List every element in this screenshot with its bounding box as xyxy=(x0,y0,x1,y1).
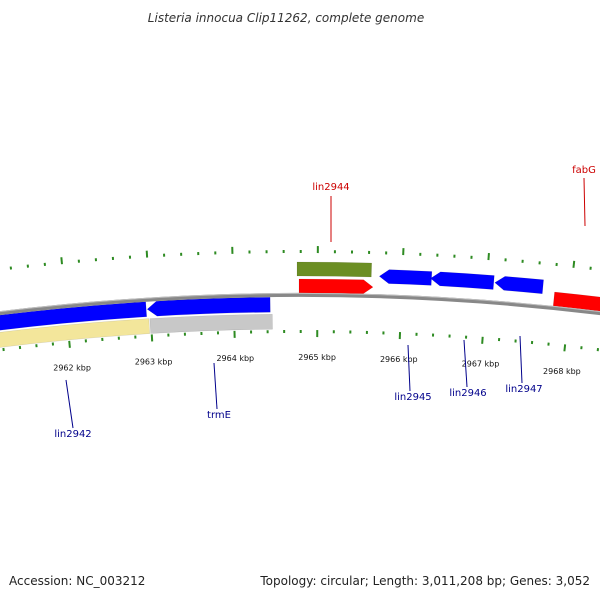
tick-label: 2966 kbp xyxy=(380,355,418,364)
gene-label: lin2947 xyxy=(505,384,542,395)
inner-tick xyxy=(481,336,484,344)
genome-summary: Topology: circular; Length: 3,011,208 bp… xyxy=(260,574,590,588)
tick-label: 2964 kbp xyxy=(216,354,254,363)
tick-label: 2967 kbp xyxy=(462,360,500,369)
rna-feature xyxy=(296,261,372,278)
tick-label: 2963 kbp xyxy=(135,357,173,366)
gene-leader-line xyxy=(213,362,218,410)
gene-leader-line xyxy=(583,177,586,227)
gene-labels: lin2944 fabG lin2942 trmE lin2945 lin2946 lin2… xyxy=(54,165,596,440)
outer-tick xyxy=(572,260,576,268)
tick-label: 2965 kbp xyxy=(298,353,336,362)
gene-grey xyxy=(149,313,273,334)
cds-reverse xyxy=(146,296,271,317)
gene-leader-line xyxy=(463,339,468,388)
cds-reverse xyxy=(0,301,147,331)
cds-reverse xyxy=(494,276,544,295)
gene-label: lin2944 xyxy=(312,182,349,193)
gene-label: trmE xyxy=(207,410,231,421)
gene-leader-line xyxy=(65,379,74,429)
inner-tick-ring xyxy=(2,329,600,352)
tick-label: 2962 kbp xyxy=(53,364,91,373)
gene-leader-line xyxy=(407,344,411,392)
accession-label: Accession: NC_003212 xyxy=(9,574,146,588)
cds-reverse xyxy=(430,271,495,290)
gene-pale xyxy=(0,318,150,348)
outer-tick xyxy=(487,252,490,261)
gene-label: lin2945 xyxy=(394,392,431,403)
genome-backbone xyxy=(0,293,600,316)
cds-forward xyxy=(298,278,374,295)
gene-label: fabG xyxy=(572,165,596,176)
gene-leader-line xyxy=(519,335,523,384)
inner-tick xyxy=(68,340,71,348)
inner-tick xyxy=(563,344,567,352)
cds-reverse xyxy=(378,269,433,286)
feature-track xyxy=(0,261,600,348)
outer-tick-ring xyxy=(9,246,592,270)
tick-label: 2968 kbp xyxy=(543,367,581,376)
outer-tick xyxy=(60,257,63,265)
map-title: Listeria innocua Clip11262, complete gen… xyxy=(148,11,424,25)
backbone-highlight xyxy=(0,293,600,313)
gene-label: lin2942 xyxy=(54,429,91,440)
gene-label: lin2946 xyxy=(449,388,486,399)
tick-labels: 2962 kbp 2963 kbp 2964 kbp 2965 kbp 2966 kbp… xyxy=(53,353,581,376)
backbone-arc xyxy=(0,293,600,316)
